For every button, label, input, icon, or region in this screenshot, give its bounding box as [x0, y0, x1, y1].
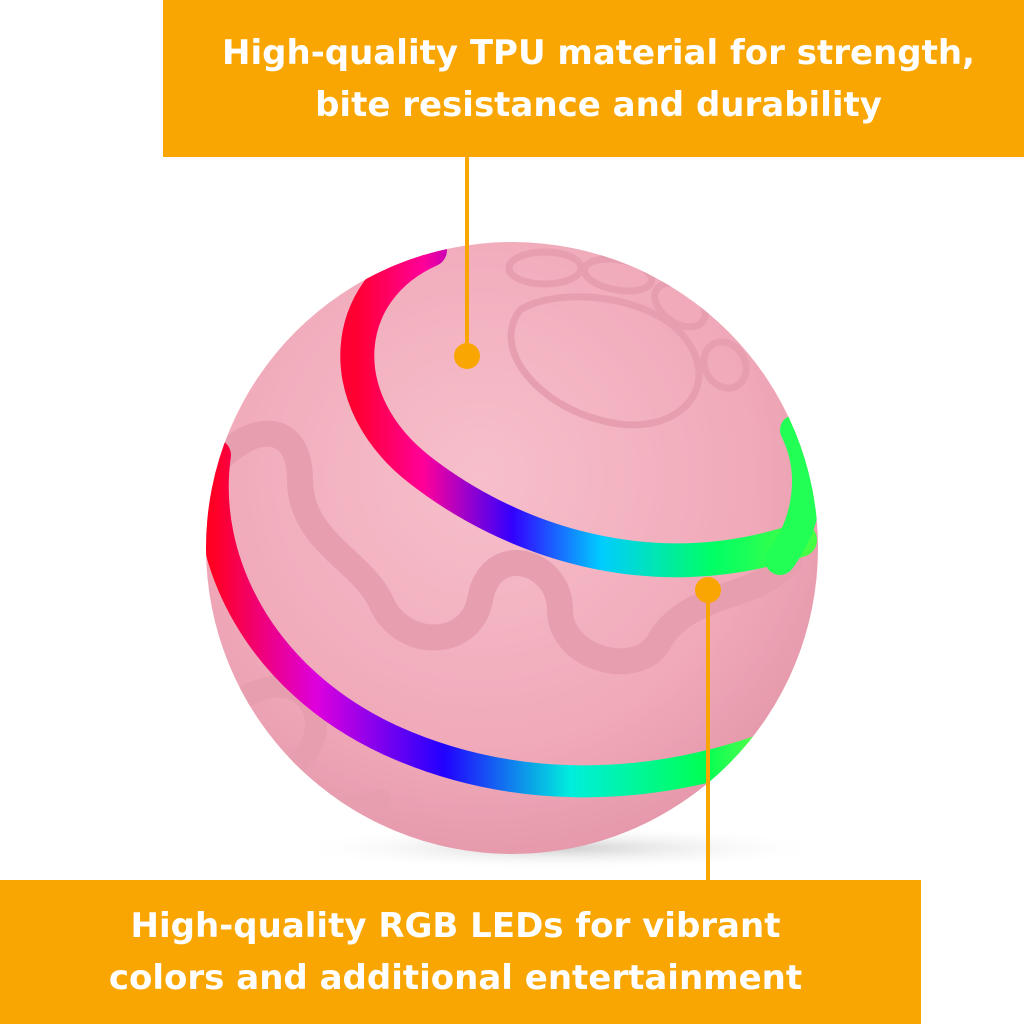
callout-bottom-line2: colors and additional entertainment — [108, 958, 803, 998]
callout-top-banner: High-quality TPU material for strength, … — [163, 0, 1024, 157]
callout-bottom-banner: High-quality RGB LEDs for vibrant colors… — [0, 880, 921, 1024]
callout-bottom-dot — [695, 577, 721, 603]
callout-top-dot — [454, 343, 480, 369]
callout-top-line1: High-quality TPU material for strength, — [222, 32, 975, 73]
led-ring-top — [340, 242, 817, 578]
callout-bottom-line1: High-quality RGB LEDs for vibrant — [130, 906, 781, 946]
wave-emboss — [206, 420, 803, 675]
callout-top-line2: bite resistance and durability — [315, 84, 882, 125]
led-ring-bottom — [206, 439, 806, 798]
